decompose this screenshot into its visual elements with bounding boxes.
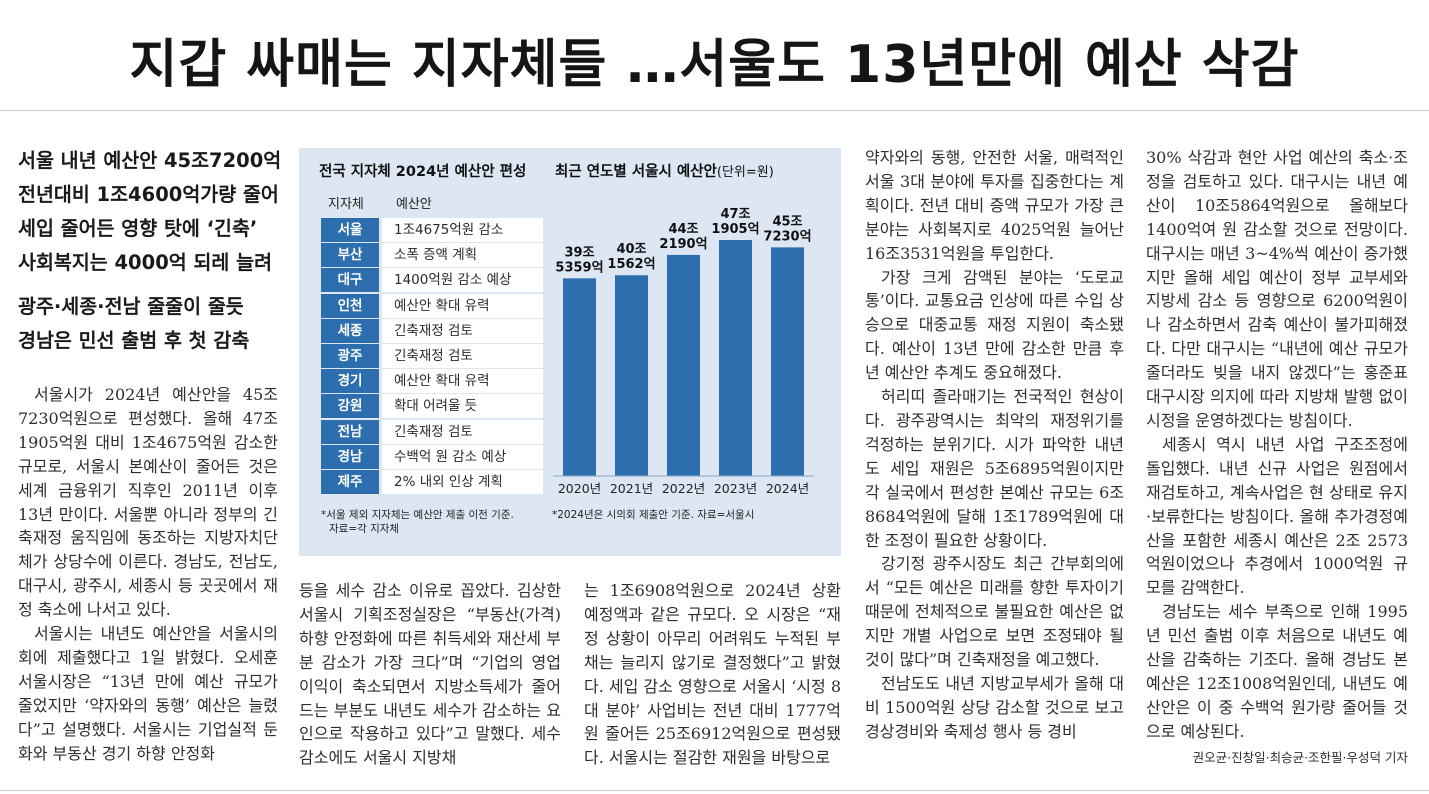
bar-2024년 xyxy=(771,247,804,476)
table-row: 제주 2% 내외 인상 계획 xyxy=(321,469,543,496)
data-label: 7230억 xyxy=(763,229,811,244)
byline: 권오균·진창일·최승균·조한필·우성덕 기자 xyxy=(1192,749,1408,765)
bottom-rule xyxy=(0,790,1429,791)
data-label: 1562억 xyxy=(607,257,655,272)
x-tick-label: 2024년 xyxy=(766,481,809,496)
chart-footnote: *2024년은 시의회 제출안 기준. 자료=서울시 xyxy=(552,509,755,521)
paragraph: 전남도도 내년 지방교부세가 올해 대비 1500억원 상당 감소할 것으로 보… xyxy=(865,673,1124,741)
data-label: 44조 xyxy=(668,222,698,237)
paragraph: 30% 삭감과 현안 사업 예산의 축소·조정을 검토하고 있다. 대구시는 내… xyxy=(1146,148,1408,430)
data-label: 2190억 xyxy=(659,237,707,252)
budget-value: 2% 내외 인상 계획 xyxy=(382,469,543,494)
chart-title-text: 최근 연도별 서울시 예산안 xyxy=(555,164,717,180)
bar-2022년 xyxy=(667,254,700,476)
article-column-3: 는 1조6908억원으로 2024년 상환 예정액과 같은 규모다. 오 시장은… xyxy=(584,579,841,770)
table-row: 경기 예산안 확대 유력 xyxy=(321,369,543,395)
data-label: 45조 xyxy=(772,214,802,229)
article-column-5: 30% 삭감과 현안 사업 예산의 축소·조정을 검토하고 있다. 대구시는 내… xyxy=(1146,146,1408,770)
article-column-4: 약자와의 동행, 안전한 서울, 매력적인 서울 3대 분야에 투자를 집중한다… xyxy=(865,146,1124,744)
paragraph: 경남도는 세수 부족으로 인해 1995년 민선 출범 이후 처음으로 내년도 … xyxy=(1146,602,1408,741)
x-tick-label: 2021년 xyxy=(610,481,653,496)
chart-unit: (단위=원) xyxy=(716,165,774,180)
paragraph: 세종시 역시 내년 사업 구조조정에 돌입했다. 내년 신규 사업은 원점에서 … xyxy=(1146,434,1408,598)
paragraph: 강기정 광주시장도 최근 간부회의에서 “모든 예산은 미래를 향한 투자이기 … xyxy=(865,554,1124,670)
table-row: 부산 소폭 증액 계획 xyxy=(321,243,543,269)
budget-value: 긴축재정 검토 xyxy=(382,419,543,444)
region-label: 부산 xyxy=(321,243,379,268)
region-label: 대구 xyxy=(321,268,379,293)
subhead-line: 세입 줄어든 영향 탓에 ‘긴축’ xyxy=(18,217,258,240)
table-header-region: 지자체 xyxy=(328,197,364,212)
table-row: 경남 수백억 원 감소 예상 xyxy=(321,444,543,470)
budget-value: 1조4675억원 감소 xyxy=(382,218,543,242)
table-row: 인천 예산안 확대 유력 xyxy=(321,293,543,319)
chart-title: 최근 연도별 서울시 예산안(단위=원) xyxy=(555,160,774,181)
x-tick-label: 2020년 xyxy=(558,481,601,496)
subhead-line: 경남은 민선 출범 후 첫 감축 xyxy=(18,329,250,352)
paragraph: 가장 크게 감액된 분야는 ‘도로교통’이다. 교통요금 인상에 따른 수입 상… xyxy=(865,267,1124,383)
region-label: 제주 xyxy=(321,469,379,494)
budget-value: 예산안 확대 유력 xyxy=(382,293,543,318)
subhead-line: 사회복지는 4000억 되레 늘려 xyxy=(18,251,273,274)
table-row: 전남 긴축재정 검토 xyxy=(321,419,543,445)
data-label: 5359억 xyxy=(555,260,603,275)
subhead-line: 전년대비 1조4600억가량 줄어 xyxy=(18,183,279,206)
region-label: 광주 xyxy=(321,343,379,368)
article-column-2: 등을 세수 감소 이유로 꼽았다. 김상한 서울시 기획조정실장은 “부동산(가… xyxy=(299,579,561,770)
data-label: 40조 xyxy=(616,242,646,257)
data-label: 39조 xyxy=(564,245,594,260)
table-row: 서울 1조4675억원 감소 xyxy=(321,218,543,244)
table-footnote: *서울 제외 지자체는 예산안 제출 이전 기준. 자료=각 지자체 xyxy=(321,508,514,536)
infographic: 전국 지자체 2024년 예산안 편성 최근 연도별 서울시 예산안(단위=원)… xyxy=(299,148,841,556)
budget-value: 소폭 증액 계획 xyxy=(382,243,543,268)
region-label: 경남 xyxy=(321,444,379,469)
subhead-group-2: 광주·세종·전남 줄줄이 줄듯 경남은 민선 출범 후 첫 감축 xyxy=(18,290,290,358)
subhead-line: 광주·세종·전남 줄줄이 줄듯 xyxy=(18,295,244,318)
table-row: 광주 긴축재정 검토 xyxy=(321,343,543,370)
region-label: 서울 xyxy=(321,218,379,242)
subhead-line: 서울 내년 예산안 45조7200억 xyxy=(18,149,282,172)
budget-value: 긴축재정 검토 xyxy=(382,343,543,368)
region-label: 경기 xyxy=(321,369,379,394)
table-row: 강원 확대 어려울 듯 xyxy=(321,394,543,420)
table-row: 세종 긴축재정 검토 xyxy=(321,318,543,344)
paragraph: 는 1조6908억원으로 2024년 상환 예정액과 같은 규모다. 오 시장은… xyxy=(584,581,841,768)
budget-value: 1400억원 감소 예상 xyxy=(382,268,543,293)
footnote-line: 자료=각 지자체 xyxy=(329,523,400,535)
data-label: 1905억 xyxy=(711,222,759,237)
paragraph: 서울시는 내년도 예산안을 서울시의회에 제출했다고 1일 밝혔다. 오세훈 서… xyxy=(18,624,278,763)
footnote-line: *서울 제외 지자체는 예산안 제출 이전 기준. xyxy=(321,509,514,521)
table-header-budget: 예산안 xyxy=(396,197,432,212)
subhead-group-1: 서울 내년 예산안 45조7200억 전년대비 1조4600억가량 줄어 세입 … xyxy=(18,144,290,280)
headline-rule xyxy=(0,110,1429,111)
paragraph: 허리띠 졸라매기는 전국적인 현상이다. 광주광역시는 최악의 재정위기를 걱정… xyxy=(865,387,1124,550)
budget-value: 긴축재정 검토 xyxy=(382,318,543,343)
data-label: 47조 xyxy=(720,207,750,222)
budget-value: 수백억 원 감소 예상 xyxy=(382,444,543,469)
paragraph: 등을 세수 감소 이유로 꼽았다. 김상한 서울시 기획조정실장은 “부동산(가… xyxy=(299,581,561,768)
x-tick-label: 2023년 xyxy=(714,481,757,496)
region-label: 인천 xyxy=(321,293,379,318)
x-tick-label: 2022년 xyxy=(662,481,705,496)
bar-2020년 xyxy=(563,278,596,476)
region-label: 전남 xyxy=(321,419,379,444)
bar-2023년 xyxy=(719,240,752,476)
paragraph: 서울시가 2024년 예산안을 45조 7230억원으로 편성했다. 올해 47… xyxy=(18,385,278,620)
headline: 지갑 싸매는 지자체들 …서울도 13년만에 예산 삭감 xyxy=(129,35,1300,95)
article-column-1: 서울시가 2024년 예산안을 45조 7230억원으로 편성했다. 올해 47… xyxy=(18,383,278,766)
budget-value: 확대 어려울 듯 xyxy=(382,394,543,419)
budget-table: 서울 1조4675억원 감소 부산 소폭 증액 계획 대구 1400억원 감소 예상 … xyxy=(321,218,543,496)
table-row: 대구 1400억원 감소 예상 xyxy=(321,268,543,294)
bar-2021년 xyxy=(615,275,648,476)
budget-value: 예산안 확대 유력 xyxy=(382,369,543,394)
region-label: 세종 xyxy=(321,318,379,343)
table-title: 전국 지자체 2024년 예산안 편성 xyxy=(319,164,527,180)
region-label: 강원 xyxy=(321,394,379,419)
paragraph: 약자와의 동행, 안전한 서울, 매력적인 서울 3대 분야에 투자를 집중한다… xyxy=(865,148,1124,263)
